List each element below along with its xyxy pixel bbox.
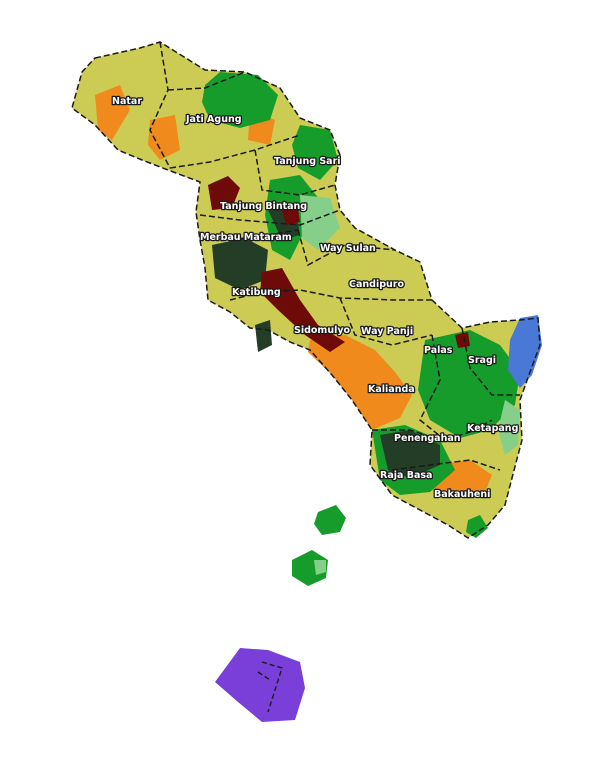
forest-area — [418, 330, 520, 438]
district-labels: Natar Jati Agung Tanjung Sari Tanjung Bi… — [111, 95, 520, 502]
label-ketapang: Ketapang — [467, 423, 518, 434]
label-katibung: Katibung — [232, 287, 281, 298]
plantation-area — [260, 268, 345, 352]
label-sidomulyo: Sidomulyo — [294, 325, 351, 336]
island — [292, 550, 328, 586]
settlement-area — [308, 335, 412, 430]
island — [314, 505, 346, 535]
label-tanjung-sari: Tanjung Sari — [274, 156, 341, 167]
label-candipuro: Candipuro — [349, 279, 404, 290]
island-small — [466, 515, 488, 538]
label-jati-agung: Jati Agung — [185, 114, 242, 125]
light-vegetation-area — [300, 195, 340, 250]
forest-area — [292, 125, 338, 180]
label-kalianda: Kalianda — [368, 384, 415, 395]
label-way-sulan: Way Sulan — [320, 243, 376, 254]
settlement-area — [148, 115, 180, 160]
settlement-area — [95, 85, 130, 140]
forest-area — [202, 72, 278, 128]
island — [314, 560, 326, 575]
label-natar: Natar — [112, 96, 142, 107]
plantation-area — [208, 176, 240, 210]
island-purple — [215, 648, 305, 722]
plantation-area — [282, 208, 300, 225]
label-merbau-mataram: Merbau Mataram — [200, 232, 292, 243]
district-boundaries — [71, 41, 541, 539]
water-area — [508, 315, 542, 388]
label-penengahan: Penengahan — [394, 433, 461, 444]
label-raja-basa: Raja Basa — [380, 470, 432, 481]
label-bakauheni: Bakauheni — [434, 489, 490, 500]
plantation-area — [455, 332, 470, 348]
dense-forest-area — [212, 238, 268, 290]
label-way-panji: Way Panji — [361, 326, 413, 337]
light-vegetation-area — [498, 400, 520, 455]
dense-forest-area — [255, 320, 272, 352]
label-palas: Palas — [424, 345, 453, 356]
dense-forest-area — [380, 430, 440, 478]
label-sragi: Sragi — [468, 355, 496, 366]
island-purple-boundary — [257, 661, 283, 713]
label-tanjung-bintang: Tanjung Bintang — [220, 201, 307, 212]
